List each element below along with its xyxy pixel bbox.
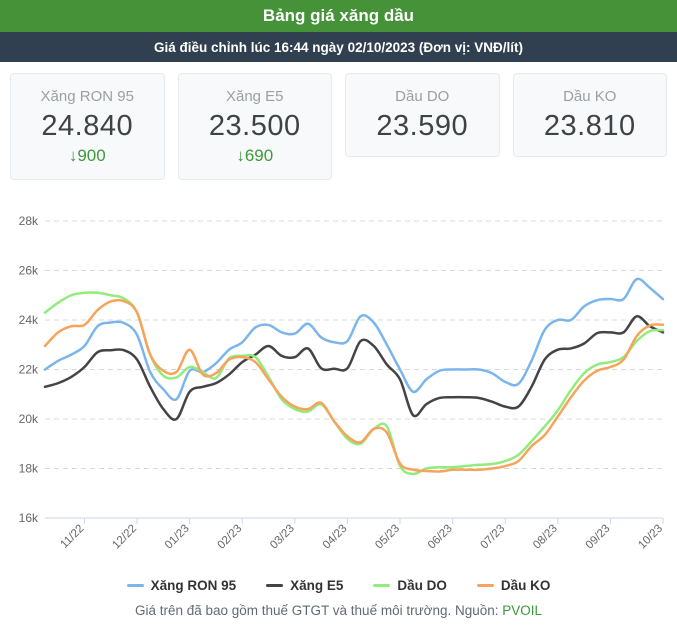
legend-item-dau-do[interactable]: Dầu DO bbox=[373, 578, 447, 593]
page-header: Bảng giá xăng dầu bbox=[0, 0, 677, 32]
x-axis-tick-label: 06/23 bbox=[426, 523, 455, 552]
fuel-name-label: Xăng RON 95 bbox=[40, 88, 134, 105]
x-axis-tick-label: 04/23 bbox=[321, 523, 350, 552]
legend-item-xang-e5[interactable]: Xăng E5 bbox=[266, 578, 343, 593]
series-line-xăng-ron-95 bbox=[43, 277, 665, 402]
price-change-value: 690 bbox=[244, 146, 274, 165]
price-change-value: 900 bbox=[77, 146, 106, 165]
y-axis-tick-label: 26k bbox=[19, 264, 39, 278]
x-axis-tick-label: 08/23 bbox=[531, 523, 560, 552]
fuel-name-label: Xăng E5 bbox=[225, 88, 284, 105]
y-axis-tick-label: 22k bbox=[19, 363, 39, 377]
series-line-dầu-ko bbox=[43, 298, 665, 473]
legend-label: Dầu DO bbox=[397, 578, 447, 593]
y-axis-tick-label: 18k bbox=[19, 462, 39, 476]
legend-line-swatch bbox=[266, 584, 284, 587]
x-axis-tick-label: 11/22 bbox=[58, 523, 86, 551]
x-axis-tick-label: 02/23 bbox=[216, 523, 245, 552]
down-arrow-icon: ↓ bbox=[236, 146, 245, 165]
legend-line-swatch bbox=[373, 584, 391, 587]
price-card-ron95: Xăng RON 95 24.840 ↓900 bbox=[10, 73, 165, 180]
disclaimer-text: Giá trên đã bao gồm thuế GTGT và thuế mô… bbox=[134, 603, 499, 618]
price-history-chart: 16k 18k 20k 22k 24k 26k 28k 11/22 12/22 01/23 02/2… bbox=[0, 194, 677, 569]
down-arrow-icon: ↓ bbox=[68, 146, 78, 165]
legend-label: Dầu KO bbox=[500, 578, 551, 593]
price-cards-row: Xăng RON 95 24.840 ↓900 Xăng E5 23.500 ↓… bbox=[0, 62, 677, 180]
price-card-ko: Dầu KO 23.810 bbox=[512, 73, 667, 157]
y-axis-tick-label: 20k bbox=[19, 412, 39, 426]
y-axis-tick-label: 24k bbox=[19, 313, 39, 327]
x-axis-tick-label: 10/23 bbox=[636, 523, 665, 552]
price-card-e5: Xăng E5 23.500 ↓690 bbox=[177, 73, 332, 180]
x-axis-tick-label: 05/23 bbox=[373, 523, 402, 552]
legend-line-swatch bbox=[476, 584, 494, 587]
price-chart-svg: 16k 18k 20k 22k 24k 26k 28k 11/22 12/22 01/23 02/2… bbox=[19, 214, 665, 552]
price-card-do: Dầu DO 23.590 bbox=[345, 73, 500, 157]
price-change-indicator: ↓690 bbox=[183, 146, 328, 166]
source-link[interactable]: PVOIL bbox=[502, 603, 543, 618]
legend-line-swatch bbox=[126, 584, 144, 587]
x-axis-tick-label: 09/23 bbox=[584, 523, 613, 552]
fuel-name-label: Dầu KO bbox=[563, 88, 617, 105]
price-change-indicator: ↓900 bbox=[15, 146, 160, 166]
fuel-price-value: 23.590 bbox=[376, 110, 469, 142]
fuel-name-label: Dầu DO bbox=[395, 88, 450, 105]
fuel-price-value: 24.840 bbox=[41, 110, 134, 142]
chart-legend: Xăng RON 95 Xăng E5 Dầu DO Dầu KO bbox=[0, 578, 677, 593]
legend-label: Xăng RON 95 bbox=[150, 578, 237, 593]
x-axis-tick-label: 12/22 bbox=[110, 523, 139, 552]
adjustment-info-text: Giá điều chỉnh lúc 16:44 ngày 02/10/2023… bbox=[154, 39, 523, 55]
fuel-price-value: 23.810 bbox=[543, 110, 636, 142]
adjustment-info-bar: Giá điều chỉnh lúc 16:44 ngày 02/10/2023… bbox=[0, 32, 677, 62]
disclaimer: Giá trên đã bao gồm thuế GTGT và thuế mô… bbox=[0, 603, 677, 618]
fuel-price-value: 23.500 bbox=[208, 110, 301, 142]
x-axis-tick-label: 07/23 bbox=[478, 523, 507, 552]
legend-item-dau-ko[interactable]: Dầu KO bbox=[476, 578, 551, 593]
x-axis-tick-label: 03/23 bbox=[268, 523, 297, 552]
series-line-xăng-e5 bbox=[43, 315, 665, 421]
legend-item-xang-ron-95[interactable]: Xăng RON 95 bbox=[126, 578, 237, 593]
y-axis-tick-label: 28k bbox=[19, 214, 39, 228]
x-axis-tick-label: 01/23 bbox=[163, 523, 192, 552]
legend-label: Xăng E5 bbox=[290, 578, 344, 593]
y-axis-tick-label: 16k bbox=[19, 511, 39, 525]
page-title: Bảng giá xăng dầu bbox=[262, 6, 415, 25]
